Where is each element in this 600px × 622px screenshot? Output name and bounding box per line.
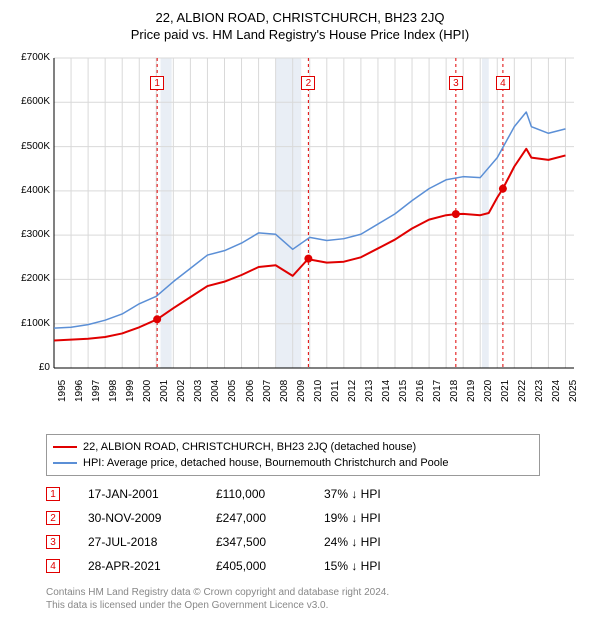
sale-row: 4 28-APR-2021 £405,000 15% ↓ HPI: [46, 554, 590, 578]
x-axis-label: 2011: [330, 380, 341, 402]
sale-marker: 4: [46, 559, 60, 573]
x-axis-label: 2003: [193, 380, 204, 402]
sale-price: £347,500: [216, 530, 296, 554]
footer-line2: This data is licensed under the Open Gov…: [46, 599, 590, 612]
y-axis-label: £100K: [10, 318, 50, 329]
sale-marker-4: 4: [496, 76, 510, 90]
x-axis-label: 2012: [347, 380, 358, 402]
sale-marker: 3: [46, 535, 60, 549]
x-axis-label: 2025: [568, 380, 579, 402]
y-axis-label: £200K: [10, 273, 50, 284]
sale-row: 2 30-NOV-2009 £247,000 19% ↓ HPI: [46, 506, 590, 530]
sales-table: 1 17-JAN-2001 £110,000 37% ↓ HPI 2 30-NOV-200…: [46, 482, 590, 578]
x-axis-label: 2010: [313, 380, 324, 402]
legend-swatch: [53, 446, 77, 448]
x-axis-label: 2009: [296, 380, 307, 402]
sale-marker-1: 1: [150, 76, 164, 90]
legend-label: 22, ALBION ROAD, CHRISTCHURCH, BH23 2JQ …: [83, 439, 416, 455]
sale-marker: 2: [46, 511, 60, 525]
legend-item: HPI: Average price, detached house, Bour…: [53, 455, 533, 471]
sale-price: £405,000: [216, 554, 296, 578]
x-axis-label: 2008: [279, 380, 290, 402]
x-axis-label: 2007: [262, 380, 273, 402]
footer-line1: Contains HM Land Registry data © Crown c…: [46, 586, 590, 599]
x-axis-label: 1996: [74, 380, 85, 402]
x-axis-label: 2002: [176, 380, 187, 402]
y-axis-label: £500K: [10, 141, 50, 152]
x-axis-label: 2017: [432, 380, 443, 402]
page-title-line2: Price paid vs. HM Land Registry's House …: [10, 27, 590, 42]
x-axis-label: 1995: [57, 380, 68, 402]
x-axis-label: 2018: [449, 380, 460, 402]
sale-date: 27-JUL-2018: [88, 530, 188, 554]
sale-date: 30-NOV-2009: [88, 506, 188, 530]
sale-price: £247,000: [216, 506, 296, 530]
y-axis-label: £600K: [10, 96, 50, 107]
x-axis-label: 2005: [227, 380, 238, 402]
x-axis-label: 2020: [483, 380, 494, 402]
sale-marker-3: 3: [449, 76, 463, 90]
x-axis-label: 2024: [551, 380, 562, 402]
x-axis-label: 2004: [210, 380, 221, 402]
sale-price: £110,000: [216, 482, 296, 506]
x-axis-label: 2019: [466, 380, 477, 402]
x-axis-label: 2014: [381, 380, 392, 402]
sale-diff: 19% ↓ HPI: [324, 506, 414, 530]
sale-diff: 15% ↓ HPI: [324, 554, 414, 578]
sale-row: 1 17-JAN-2001 £110,000 37% ↓ HPI: [46, 482, 590, 506]
sale-row: 3 27-JUL-2018 £347,500 24% ↓ HPI: [46, 530, 590, 554]
y-axis-label: £400K: [10, 185, 50, 196]
x-axis-label: 2021: [500, 380, 511, 402]
price-chart: £0 £100K £200K £300K £400K £500K £600K £700K 199…: [10, 48, 590, 428]
x-axis-label: 2006: [245, 380, 256, 402]
sale-date: 28-APR-2021: [88, 554, 188, 578]
x-axis-label: 2013: [364, 380, 375, 402]
chart-container: 22, ALBION ROAD, CHRISTCHURCH, BH23 2JQ …: [0, 0, 600, 622]
sale-marker-2: 2: [301, 76, 315, 90]
x-axis-label: 2022: [517, 380, 528, 402]
sale-marker: 1: [46, 487, 60, 501]
x-axis-label: 2001: [159, 380, 170, 402]
page-title-line1: 22, ALBION ROAD, CHRISTCHURCH, BH23 2JQ: [10, 10, 590, 25]
x-axis-label: 2015: [398, 380, 409, 402]
sale-date: 17-JAN-2001: [88, 482, 188, 506]
y-axis-label: £0: [10, 362, 50, 373]
legend-swatch: [53, 462, 77, 464]
chart-svg: [10, 48, 590, 428]
sale-diff: 37% ↓ HPI: [324, 482, 414, 506]
x-axis-label: 1998: [108, 380, 119, 402]
legend-item: 22, ALBION ROAD, CHRISTCHURCH, BH23 2JQ …: [53, 439, 533, 455]
y-axis-label: £300K: [10, 229, 50, 240]
sale-diff: 24% ↓ HPI: [324, 530, 414, 554]
y-axis-label: £700K: [10, 52, 50, 63]
footer: Contains HM Land Registry data © Crown c…: [46, 586, 590, 612]
x-axis-label: 2023: [534, 380, 545, 402]
legend-label: HPI: Average price, detached house, Bour…: [83, 455, 448, 471]
x-axis-label: 1997: [91, 380, 102, 402]
x-axis-label: 1999: [125, 380, 136, 402]
legend: 22, ALBION ROAD, CHRISTCHURCH, BH23 2JQ …: [46, 434, 540, 476]
x-axis-label: 2016: [415, 380, 426, 402]
x-axis-label: 2000: [142, 380, 153, 402]
